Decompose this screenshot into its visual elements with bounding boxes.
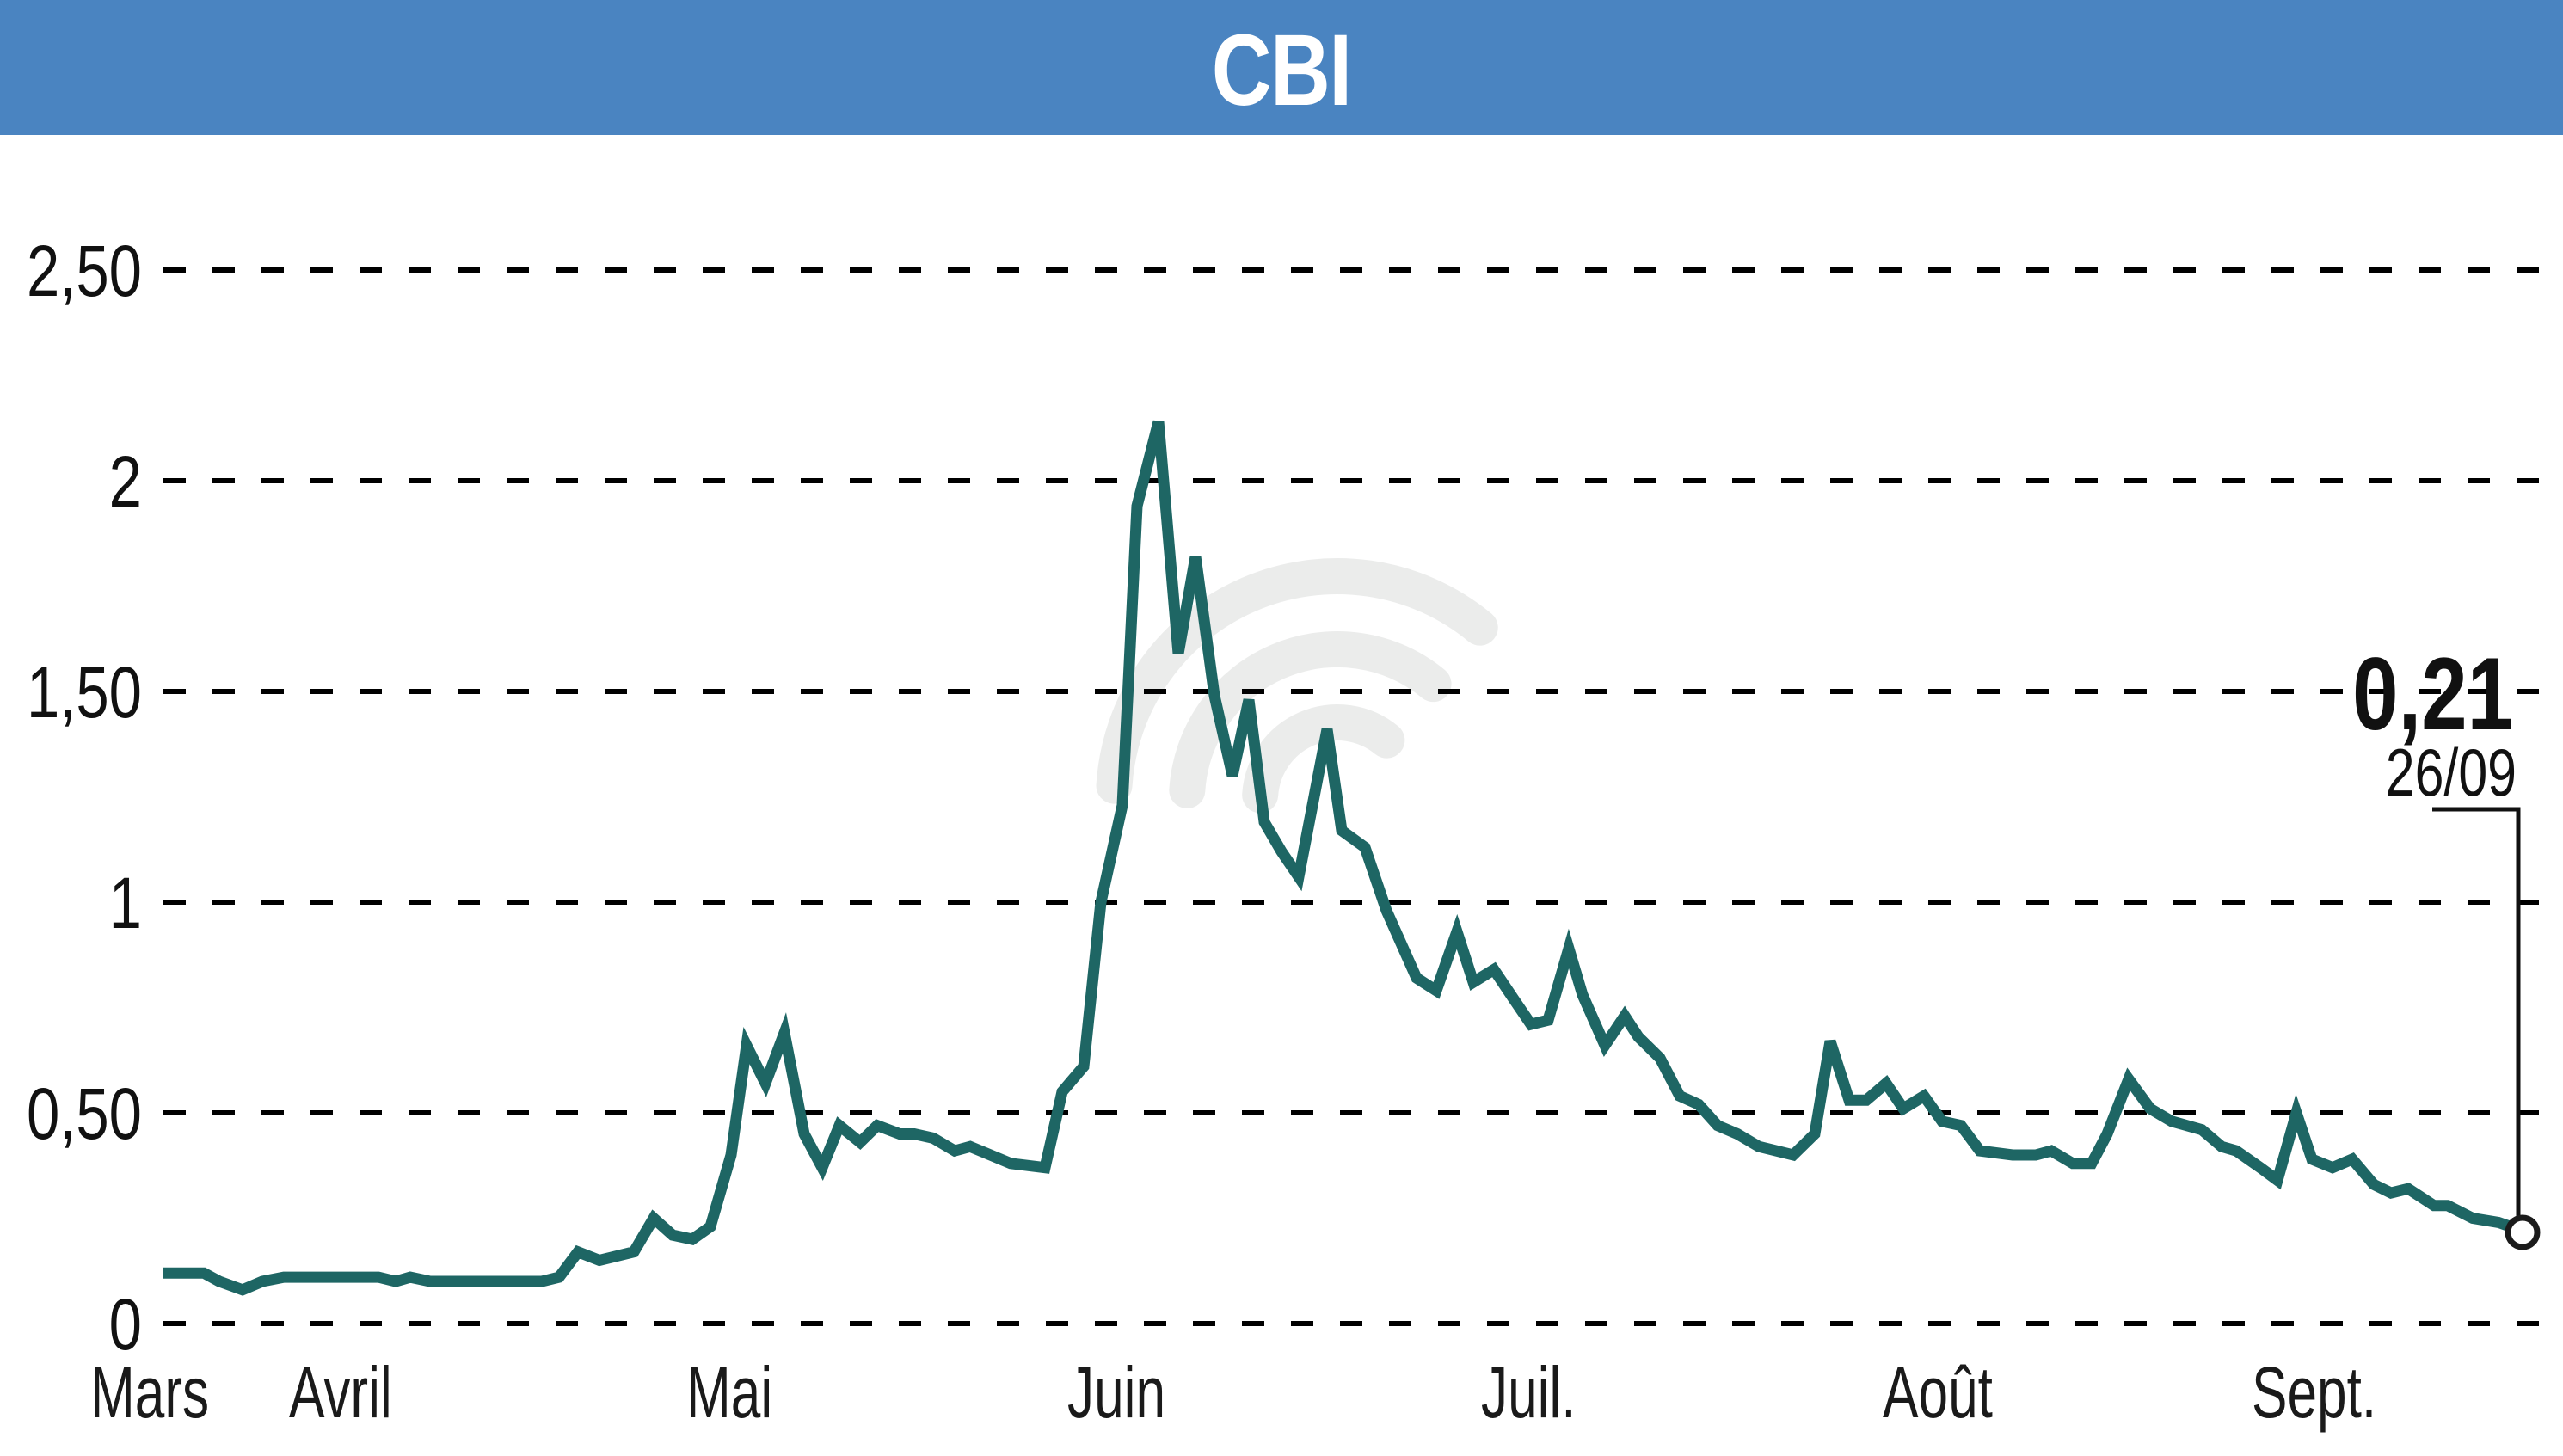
y-tick-label: 2 xyxy=(109,442,142,523)
watermark-arc xyxy=(1242,704,1405,814)
x-tick-label: Mai xyxy=(686,1352,772,1433)
y-tick-label: 1,50 xyxy=(27,653,142,734)
x-tick-label: Août xyxy=(1883,1352,1993,1433)
area-fill xyxy=(163,421,2523,1324)
endpoint-marker-icon xyxy=(2505,1214,2541,1250)
month-band-fills xyxy=(163,421,2523,1324)
y-tick-label: 2,50 xyxy=(27,231,142,312)
x-tick-label: Mars xyxy=(90,1352,209,1433)
y-axis-labels: 0 0,50 1 1,50 2 2,50 xyxy=(27,231,142,1366)
chart-title-bar: CBI xyxy=(0,0,2563,135)
last-date-label: 26/09 xyxy=(2386,735,2517,810)
y-gridlines xyxy=(163,267,2563,1326)
x-tick-label: Juin xyxy=(1067,1352,1165,1433)
chart-title: CBI xyxy=(1212,13,1352,127)
leader-line xyxy=(2432,807,2521,1217)
watermark-arc xyxy=(1169,631,1452,809)
x-axis-labels: Mars Avril Mai Juin Juil. Août Sept. xyxy=(90,1352,2376,1433)
y-tick-label: 0 xyxy=(109,1285,142,1366)
x-tick-label: Avril xyxy=(289,1352,392,1433)
price-line xyxy=(163,420,2525,1296)
price-polyline xyxy=(163,420,2525,1296)
x-tick-label: Sept. xyxy=(2252,1352,2376,1433)
last-value-annotation: 0,21 26/09 xyxy=(2352,637,2541,1250)
last-value-label: 0,21 xyxy=(2352,637,2513,753)
y-tick-label: 0,50 xyxy=(27,1074,142,1155)
y-tick-label: 1 xyxy=(109,863,142,944)
x-tick-label: Juil. xyxy=(1481,1352,1577,1433)
